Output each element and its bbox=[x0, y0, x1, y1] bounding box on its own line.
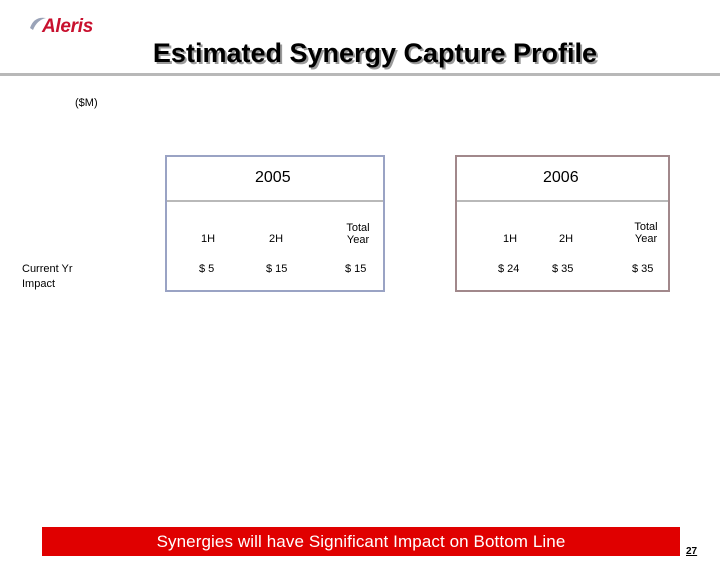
value-2006-1h: $ 24 bbox=[498, 263, 520, 275]
page-number: 27 bbox=[686, 546, 698, 557]
value-2006-total: $ 35 bbox=[632, 263, 654, 275]
panel-header-2006: 2006 bbox=[457, 157, 668, 202]
value-2005-total: $ 15 bbox=[345, 263, 367, 275]
panel-header-2005: 2005 bbox=[167, 157, 383, 202]
value-2005-1h: $ 5 bbox=[199, 263, 215, 275]
row-label-current-year-impact: Current Yr Impact bbox=[22, 262, 73, 292]
col-header-line: Year bbox=[346, 234, 370, 246]
col-header-1h: 1H bbox=[201, 233, 216, 245]
year-label-2006: 2006 bbox=[543, 169, 579, 186]
value-2005-2h: $ 15 bbox=[266, 263, 288, 275]
logo-swoosh-icon bbox=[30, 17, 46, 30]
col-header-2h: 2H bbox=[559, 233, 574, 245]
units-label: ($M) bbox=[75, 97, 98, 109]
panel-2006: 2006 1H 2H Total Year $ 24 $ 35 $ 35 bbox=[455, 155, 670, 292]
col-header-line: Year bbox=[634, 233, 658, 245]
page-title: Estimated Synergy Capture Profile bbox=[152, 38, 598, 68]
col-header-2h: 2H bbox=[269, 233, 284, 245]
bottom-line-banner: Synergies will have Significant Impact o… bbox=[42, 527, 680, 556]
col-header-line: Total bbox=[634, 221, 658, 233]
logo-text: Aleris bbox=[42, 16, 94, 37]
col-header-total-year: Total Year bbox=[629, 221, 663, 245]
company-logo: Aleris bbox=[28, 8, 98, 38]
title-divider bbox=[0, 73, 720, 76]
row-label-line: Impact bbox=[22, 278, 56, 290]
col-header-line: Total bbox=[346, 222, 370, 234]
year-label-2005: 2005 bbox=[255, 169, 291, 186]
col-header-1h: 1H bbox=[503, 233, 518, 245]
panel-2005: 2005 1H 2H Total Year $ 5 $ 15 $ 15 bbox=[165, 155, 385, 292]
value-2006-2h: $ 35 bbox=[552, 263, 574, 275]
col-header-total-year: Total Year bbox=[343, 222, 373, 246]
row-label-line: Current Yr bbox=[22, 263, 73, 275]
